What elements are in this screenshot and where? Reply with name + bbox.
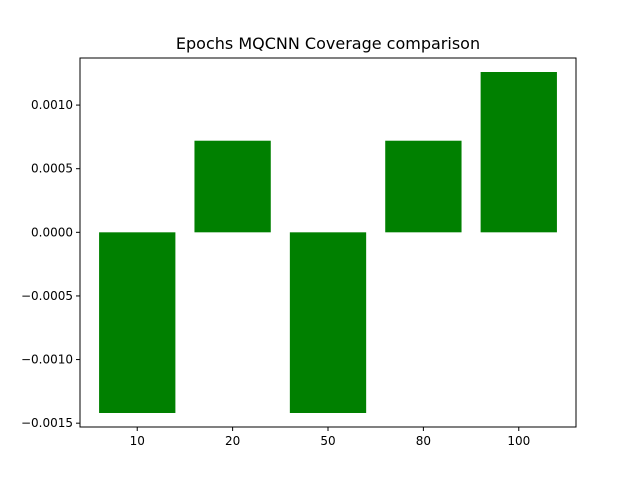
bar-50 [289, 232, 367, 413]
y-tick-label: −0.0010 [21, 353, 73, 367]
bar-100 [480, 72, 557, 233]
x-tick-label: 50 [320, 434, 335, 448]
y-tick-label: 0.0005 [31, 162, 73, 176]
bar-20 [194, 140, 271, 233]
chart-title: Epochs MQCNN Coverage comparison [176, 34, 480, 53]
x-tick-label: 20 [225, 434, 240, 448]
x-tick-label: 10 [130, 434, 145, 448]
y-tick-label: −0.0015 [21, 416, 73, 430]
x-tick-label: 100 [507, 434, 530, 448]
y-tick-label: −0.0005 [21, 289, 73, 303]
x-tick-label: 80 [416, 434, 431, 448]
y-tick-label: 0.0010 [31, 98, 73, 112]
y-tick-label: 0.0000 [31, 225, 73, 239]
bar-80 [385, 140, 462, 233]
bar-10 [99, 232, 176, 413]
bars-group [99, 72, 557, 413]
x-axis: 10 20 50 80 100 [130, 427, 530, 448]
y-axis: −0.0015 −0.0010 −0.0005 0.0000 0.0005 0.0010 [21, 98, 80, 430]
